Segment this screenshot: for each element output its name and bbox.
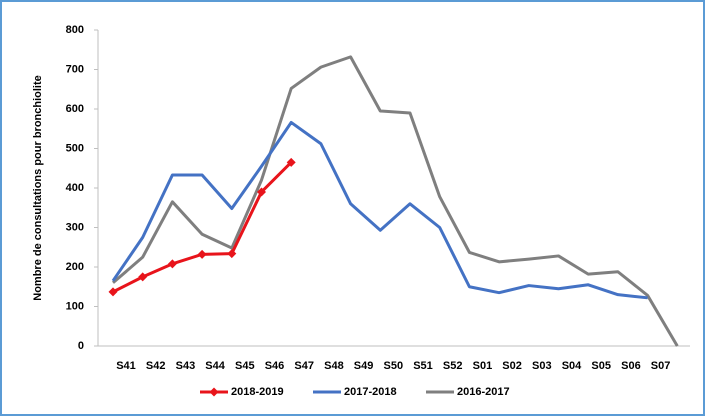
y-tick-label: 700	[66, 63, 84, 75]
x-tick-label: S47	[294, 360, 314, 372]
x-tick-label: S06	[621, 360, 641, 372]
x-tick-label: S52	[443, 360, 463, 372]
x-tick-label: S43	[176, 360, 196, 372]
y-tick-label: 100	[66, 300, 84, 312]
legend-label: 2017-2018	[344, 386, 397, 398]
data-point	[286, 157, 296, 167]
data-point	[197, 249, 207, 259]
legend-label: 2016-2017	[457, 386, 510, 398]
y-tick-label: 200	[66, 261, 84, 273]
y-tick-label: 600	[66, 103, 84, 115]
series-line	[112, 55, 679, 347]
data-point	[227, 249, 237, 259]
x-tick-label: S02	[502, 360, 522, 372]
y-tick-label: 800	[66, 24, 84, 36]
x-tick-label: S42	[146, 360, 166, 372]
x-tick-label: S49	[354, 360, 374, 372]
x-tick-label: S05	[591, 360, 611, 372]
x-tick-label: S07	[651, 360, 671, 372]
x-tick-label: S48	[324, 360, 344, 372]
y-tick-label: 0	[78, 340, 84, 352]
x-tick-label: S03	[532, 360, 552, 372]
x-tick-label: S44	[205, 360, 225, 372]
x-tick-label: S46	[265, 360, 285, 372]
x-tick-label: S45	[235, 360, 255, 372]
data-point	[138, 272, 148, 282]
y-tick-label: 300	[66, 221, 84, 233]
legend-label: 2018-2019	[231, 386, 284, 398]
x-tick-label: S01	[473, 360, 493, 372]
y-tick-label: 400	[66, 182, 84, 194]
x-tick-label: S50	[384, 360, 404, 372]
x-tick-label: S51	[413, 360, 433, 372]
legend-marker	[209, 387, 219, 397]
x-tick-label: S41	[116, 360, 136, 372]
data-point	[167, 259, 177, 269]
y-tick-label: 500	[66, 142, 84, 154]
series-line	[111, 120, 648, 300]
data-point	[108, 287, 118, 297]
x-tick-label: S04	[562, 360, 582, 372]
y-axis-label: Nombre de consultations pour bronchiolit…	[32, 75, 44, 301]
data-point	[257, 187, 266, 197]
